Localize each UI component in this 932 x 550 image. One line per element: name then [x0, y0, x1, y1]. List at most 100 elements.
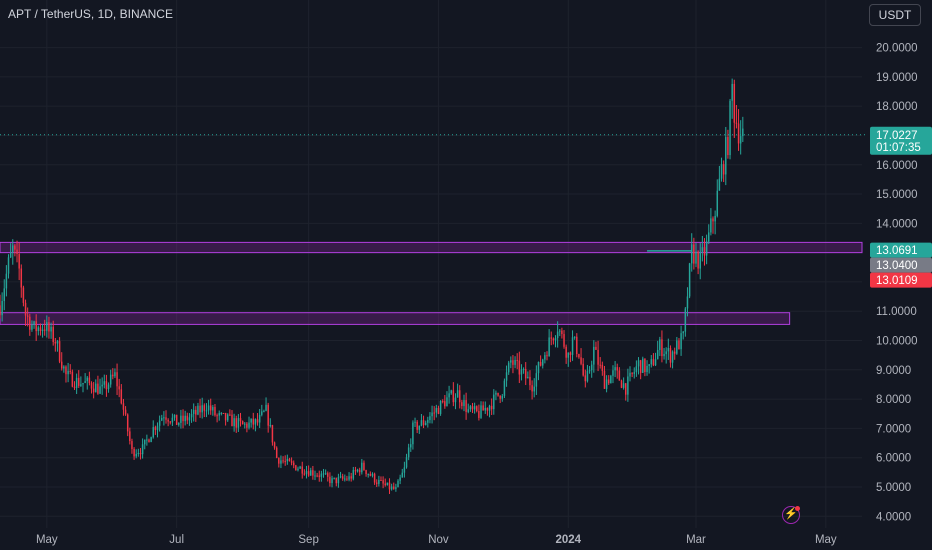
candle-body: [597, 349, 599, 365]
candle-body: [571, 337, 574, 355]
candle-body: [620, 380, 623, 388]
candle-body: [612, 370, 614, 376]
candle-body: [648, 364, 650, 366]
candle-body: [5, 273, 8, 289]
candle-body: [124, 409, 127, 415]
candle-body: [637, 360, 640, 367]
candle-body: [286, 458, 289, 462]
candle-body: [582, 363, 584, 376]
candle-body: [175, 414, 178, 425]
candle-body: [141, 444, 144, 455]
last-price-value: 17.0227: [876, 130, 918, 142]
candle-body: [101, 384, 103, 387]
candle-body: [446, 397, 448, 407]
candle-body: [218, 413, 220, 416]
candle-body: [346, 478, 348, 480]
candle-body: [380, 479, 382, 481]
candle-body: [482, 405, 484, 411]
candle-body: [454, 397, 457, 403]
candle-body: [522, 368, 525, 370]
candle-body: [539, 362, 542, 366]
candle-body: [731, 83, 733, 101]
candle-body: [99, 386, 101, 394]
candle-body: [52, 326, 54, 343]
candle-body: [635, 366, 638, 373]
candle-body: [725, 137, 727, 175]
candle-body: [718, 178, 721, 191]
candle-body: [478, 411, 480, 418]
candle-body: [220, 412, 223, 414]
y-tick-label: 10.0000: [876, 336, 918, 348]
candle-body: [58, 341, 61, 362]
candle-body: [358, 469, 361, 473]
candle-body: [361, 462, 363, 473]
candle-body: [625, 383, 627, 395]
candle-body: [601, 364, 604, 371]
candle-body: [439, 401, 442, 414]
candle-body: [580, 357, 582, 364]
candle-body: [186, 415, 189, 421]
candle-body: [524, 368, 527, 379]
candle-body: [371, 473, 374, 476]
candle-body: [3, 288, 6, 301]
currency-button[interactable]: USDT: [869, 4, 921, 26]
candle-body: [548, 337, 550, 357]
candle-body: [188, 417, 191, 421]
lightning-icon[interactable]: ⚡: [782, 506, 800, 524]
candle-body: [595, 346, 597, 350]
y-tick-label: 8.0000: [876, 394, 911, 406]
candle-body: [399, 477, 401, 481]
candle-body: [471, 406, 474, 410]
candle-body: [535, 373, 538, 387]
y-tick-label: 11.0000: [876, 306, 917, 318]
candle-body: [269, 425, 272, 427]
candle-body: [546, 355, 548, 357]
candle-body: [431, 412, 433, 417]
candle-body: [329, 476, 331, 484]
candle-body: [195, 409, 197, 415]
candle-body: [133, 449, 135, 457]
candle-body: [288, 458, 291, 462]
candle-body: [37, 327, 40, 332]
candle-body: [73, 386, 76, 388]
candle-body: [663, 354, 665, 357]
candle-body: [414, 421, 416, 423]
candle-body: [650, 359, 653, 365]
candle-body: [712, 218, 714, 222]
candle-body: [593, 346, 595, 365]
candle-body: [569, 352, 572, 355]
candle-body: [250, 418, 252, 423]
candle-body: [331, 478, 333, 484]
candle-body: [207, 405, 210, 411]
candle-body: [476, 406, 478, 412]
candle-body: [373, 473, 376, 483]
candle-body: [31, 324, 33, 330]
candle-body: [646, 365, 648, 373]
candle-body: [199, 405, 201, 413]
candle-body: [644, 358, 646, 373]
candle-body: [275, 447, 278, 458]
candle-body: [622, 383, 625, 388]
candle-body: [239, 418, 242, 422]
candle-body: [307, 471, 310, 476]
candle-body: [693, 244, 695, 264]
candle-body: [708, 232, 710, 242]
candle-body: [222, 412, 225, 414]
candle-body: [297, 468, 299, 471]
candle-body: [216, 415, 218, 417]
candle-body: [375, 482, 378, 484]
candle-body: [295, 465, 297, 471]
candle-body: [41, 329, 44, 332]
candle-body: [450, 390, 452, 394]
candle-body: [137, 452, 140, 454]
resistance-zone: [0, 312, 791, 325]
candle-body: [554, 338, 557, 341]
price-label-text: 13.0400: [876, 260, 918, 272]
candle-body: [126, 414, 129, 432]
candle-body: [697, 251, 699, 269]
candle-body: [69, 370, 71, 372]
candle-body: [129, 431, 131, 442]
candle-body: [493, 394, 495, 410]
candle-body: [444, 401, 446, 407]
